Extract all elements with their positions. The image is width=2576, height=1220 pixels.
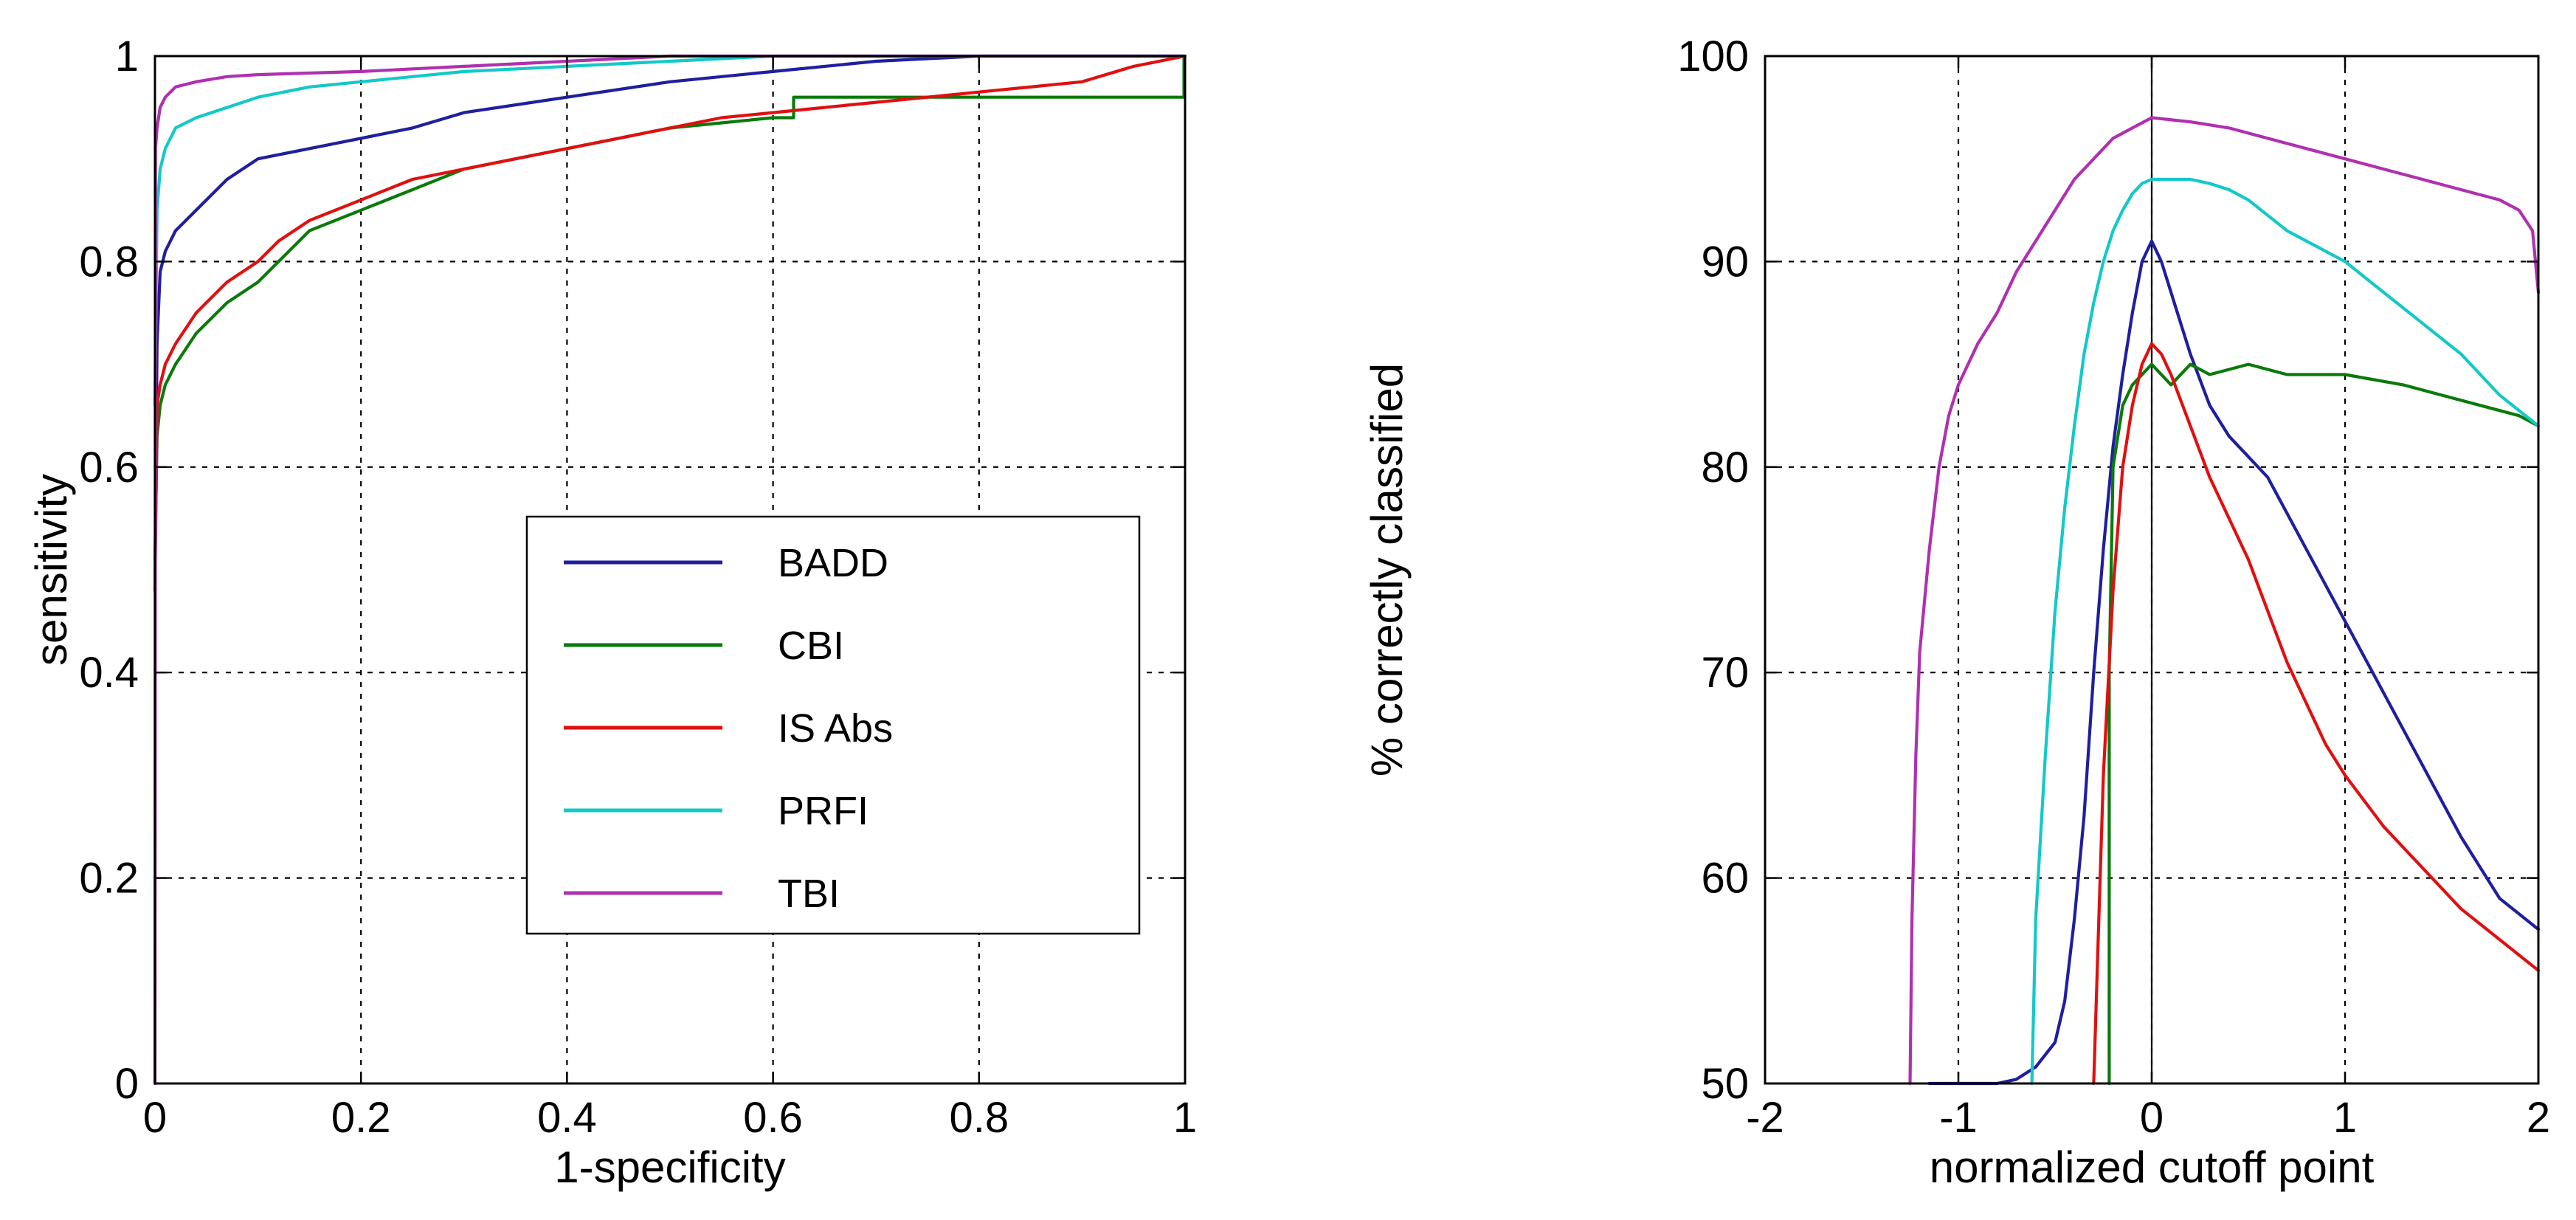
cutoff-y-tick-label: 70 <box>1701 649 1749 697</box>
legend-box <box>525 515 1141 935</box>
cutoff-y-tick-label: 80 <box>1701 444 1749 492</box>
cutoff-y-tick-label: 50 <box>1701 1060 1749 1108</box>
roc-y-tick-label: 0.8 <box>79 238 139 286</box>
roc-x-tick-label: 0.2 <box>331 1094 391 1142</box>
cutoff-x-tick-label: -2 <box>1746 1094 1784 1142</box>
roc-y-tick-label: 1 <box>115 32 139 80</box>
legend-label-cbi: CBI <box>778 624 844 668</box>
cutoff-x-tick-label: -1 <box>1939 1094 1978 1142</box>
legend-label-tbi: TBI <box>778 872 840 916</box>
roc-x-axis-label: 1-specificity <box>554 1143 785 1192</box>
roc-series-tbi <box>153 54 1187 1086</box>
roc-y-tick-label: 0.4 <box>79 649 139 697</box>
legend-label-is-abs: IS Abs <box>778 706 893 751</box>
cutoff-y-tick-label: 60 <box>1701 855 1749 903</box>
roc-y-tick-label: 0 <box>115 1060 139 1108</box>
roc-series <box>153 54 1187 1086</box>
cutoff-series-tbi <box>1908 116 2541 1086</box>
roc-y-axis-label: sensitivity <box>27 474 76 666</box>
roc-legend: BADD CBI IS Abs PRFI TBI <box>525 515 1141 935</box>
cutoff-x-axis-label: normalized cutoff point <box>1930 1143 2375 1192</box>
cutoff-y-tick-label: 100 <box>1677 32 1749 80</box>
roc-x-tick-label: 0 <box>143 1094 167 1142</box>
cutoff-y-tick-label: 90 <box>1701 238 1749 286</box>
cutoff-series-is-abs <box>2092 342 2541 1086</box>
roc-x-tick-label: 0.4 <box>537 1094 597 1142</box>
roc-y-tick-label: 0.6 <box>79 444 139 492</box>
roc-ticks: 0 0.2 0.4 0.6 0.8 1 0 0.2 0.4 0.6 0.8 1 <box>79 32 1197 1142</box>
cutoff-series-cbi <box>2107 362 2541 1086</box>
roc-chart: 0 0.2 0.4 0.6 0.8 1 0 0.2 0.4 0.6 0.8 1 1-specifici… <box>27 32 1197 1192</box>
cutoff-x-tick-label: 0 <box>2140 1094 2164 1142</box>
cutoff-x-tick-label: 2 <box>2527 1094 2550 1142</box>
roc-series-is-abs <box>153 54 1187 592</box>
cutoff-y-axis-label: % correctly classified <box>1362 363 1412 776</box>
roc-x-tick-label: 0.8 <box>949 1094 1009 1142</box>
cutoff-ticks: -2 -1 0 1 2 50 60 70 80 90 100 <box>1677 32 2550 1142</box>
cutoff-chart: -2 -1 0 1 2 50 60 70 80 90 100 normalized cutoff p… <box>1362 32 2550 1192</box>
legend-label-prfi: PRFI <box>778 789 869 833</box>
cutoff-series <box>1908 116 2541 1086</box>
roc-x-tick-label: 1 <box>1173 1094 1197 1142</box>
roc-series-cbi <box>153 54 1187 562</box>
cutoff-x-tick-label: 1 <box>2333 1094 2357 1142</box>
roc-series-prfi <box>153 54 1187 407</box>
roc-y-tick-label: 0.2 <box>79 855 139 903</box>
cutoff-series-badd <box>1927 239 2541 1086</box>
cutoff-series-prfi <box>2030 177 2541 1086</box>
legend-label-badd: BADD <box>778 541 888 585</box>
roc-plot-frame <box>153 55 1187 1085</box>
roc-x-tick-label: 0.6 <box>743 1094 803 1142</box>
roc-series-badd <box>153 54 1187 592</box>
cutoff-grid <box>1765 56 2538 1083</box>
